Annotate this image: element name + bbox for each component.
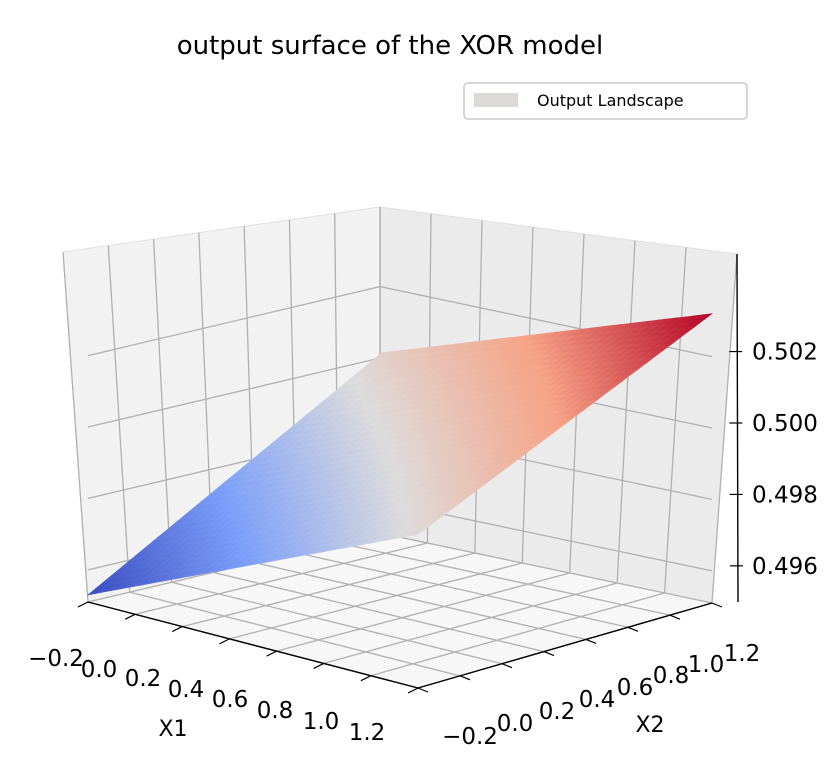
wall-grid-y — [107, 245, 131, 593]
y-axis-line — [417, 602, 713, 689]
wall-grid-x — [711, 253, 738, 604]
x-tick-label: 0.8 — [257, 698, 294, 724]
x-tick-label: 0.6 — [212, 687, 249, 713]
floor-grid-x — [229, 562, 523, 640]
surface — [86, 313, 714, 596]
x-tick — [219, 638, 230, 645]
y-tick-label: 0.8 — [653, 663, 690, 689]
floor-grid-x — [182, 552, 476, 628]
y-tick-label: 0.0 — [497, 711, 534, 737]
wall-grid-y — [152, 239, 173, 583]
x-tick — [124, 613, 136, 620]
floor-grid-y — [338, 542, 671, 616]
x-tick-label: 0.0 — [81, 657, 118, 683]
x-tick — [360, 675, 372, 682]
y-tick — [417, 687, 429, 693]
floor-grid-x — [370, 592, 665, 677]
x-axis-label: X1 — [158, 717, 187, 742]
wall-grid-x — [616, 240, 636, 584]
x-tick — [77, 601, 89, 608]
x-tick — [407, 687, 419, 694]
y-tick — [627, 626, 639, 632]
z-tick-label: 0.500 — [752, 411, 818, 437]
floor-grid-y — [296, 552, 629, 628]
floor-grid-y — [254, 561, 587, 641]
floor-grid-y — [379, 532, 713, 604]
y-tick — [669, 614, 681, 620]
y-tick-label: 1.2 — [724, 641, 761, 667]
y-tick — [585, 638, 597, 644]
legend-frame — [463, 82, 748, 120]
x-tick-label: 1.0 — [303, 709, 340, 735]
y-tick-label: 0.4 — [579, 687, 616, 713]
z-tick-label: 0.498 — [752, 482, 818, 508]
z-tick-label: 0.496 — [752, 554, 818, 580]
z-tick-label: 0.502 — [752, 340, 818, 366]
x-tick-label: 0.2 — [125, 666, 162, 692]
floor-grid-y — [212, 571, 545, 653]
x-tick — [172, 626, 183, 633]
y-tick — [543, 651, 555, 657]
x-tick — [313, 662, 324, 669]
x-tick — [266, 650, 277, 657]
x-tick-label: 0.4 — [168, 677, 205, 703]
floor-grid-y — [129, 591, 461, 677]
y-tick — [459, 675, 471, 681]
floor-grid-y — [171, 581, 503, 665]
y-tick — [711, 602, 723, 608]
floor-grid-x — [323, 582, 618, 665]
y-tick-label: −0.2 — [442, 724, 498, 750]
floor-grid-x — [276, 572, 570, 652]
x-axis-line — [87, 601, 419, 689]
chart-title: output surface of the XOR model — [177, 31, 604, 61]
tick-labels: −0.20.0 0.2 0.4 0.6 0.8 1.0 1.2 −0.20.0 0.2 0.4 0.… — [28, 340, 818, 750]
z-axis-line — [736, 253, 739, 603]
y-tick-label: 0.2 — [539, 699, 576, 725]
surface-cell — [408, 528, 427, 537]
y-tick-label: 1.0 — [688, 652, 725, 678]
y-axis-label: X2 — [635, 713, 664, 738]
y-tick-label: 0.6 — [617, 675, 654, 701]
x-tick-label: 1.2 — [349, 720, 386, 746]
y-tick — [501, 663, 513, 669]
floor-grid-x — [134, 542, 428, 615]
wall-grid-y — [62, 251, 89, 603]
x-tick-label: −0.2 — [28, 646, 84, 672]
tick-marks — [77, 350, 743, 694]
legend-swatch — [474, 93, 518, 107]
axis-lines — [87, 253, 739, 689]
legend: Output Landscape — [463, 82, 748, 120]
legend-entry: Output Landscape — [537, 91, 684, 110]
